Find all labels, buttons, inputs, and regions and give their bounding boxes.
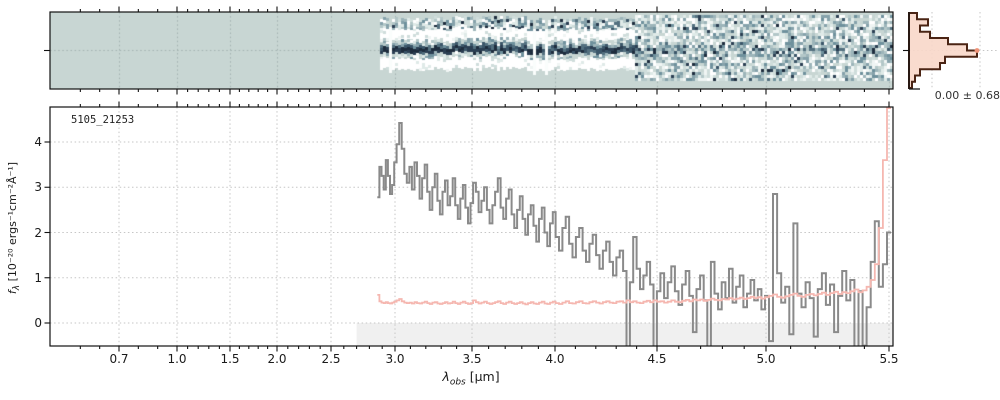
y-axis-unit: [10⁻²⁰ ergs⁻¹cm⁻²Å⁻¹]: [5, 161, 19, 285]
y-tick-label: 4: [34, 135, 42, 149]
x-axis-subscript: obs: [449, 377, 466, 388]
2d-panel-frame: [49, 11, 894, 90]
x-tick-label: 2.5: [321, 352, 341, 366]
x-tick-label: 2.0: [267, 352, 287, 366]
x-tick-label: 1.5: [220, 352, 240, 366]
spectrum-lines: [377, 107, 891, 346]
x-tick-label: 1.0: [167, 352, 187, 366]
object-id-label: 5105_21253: [71, 114, 135, 126]
x-axis-symbol: λ: [442, 369, 450, 384]
x-axis-unit: [μm]: [465, 369, 500, 384]
below-zero-shade: [356, 323, 894, 346]
y-axis-label: fλ [10⁻²⁰ ergs⁻¹cm⁻²Å⁻¹]: [6, 162, 22, 294]
2d-spectrum-image: [50, 12, 893, 89]
y-tick-label: 3: [34, 180, 42, 195]
panel-frames: [49, 11, 998, 347]
axis-ticks: [44, 6, 909, 352]
histogram-stats-label: 0.00 ± 0.68: [920, 88, 1000, 103]
y-tick-label: 0: [34, 316, 42, 330]
x-tick-label: 3.5: [462, 352, 482, 366]
x-tick-label: 0.7: [109, 352, 129, 366]
x-tick-label: 4.0: [545, 352, 565, 366]
error-step-line: [377, 107, 891, 306]
histogram-step: [908, 12, 978, 89]
y-tick-label: 1: [34, 270, 42, 285]
y-tick-label: 2: [34, 225, 42, 240]
residual-histogram: [908, 12, 980, 89]
x-tick-label: 4.5: [647, 352, 667, 366]
x-axis-label: λobs [μm]: [442, 369, 499, 388]
flux-step-line: [377, 122, 891, 346]
y-axis-subscript: λ: [12, 284, 23, 291]
gridlines: [50, 12, 998, 346]
coverage-shade: [356, 323, 894, 346]
x-tick-label: 3.0: [385, 352, 405, 366]
x-tick-label: 5.5: [879, 352, 899, 366]
y-axis-symbol: f: [5, 290, 19, 295]
histogram-peak-dot: [974, 48, 980, 53]
x-tick-label: 5.0: [756, 352, 776, 366]
